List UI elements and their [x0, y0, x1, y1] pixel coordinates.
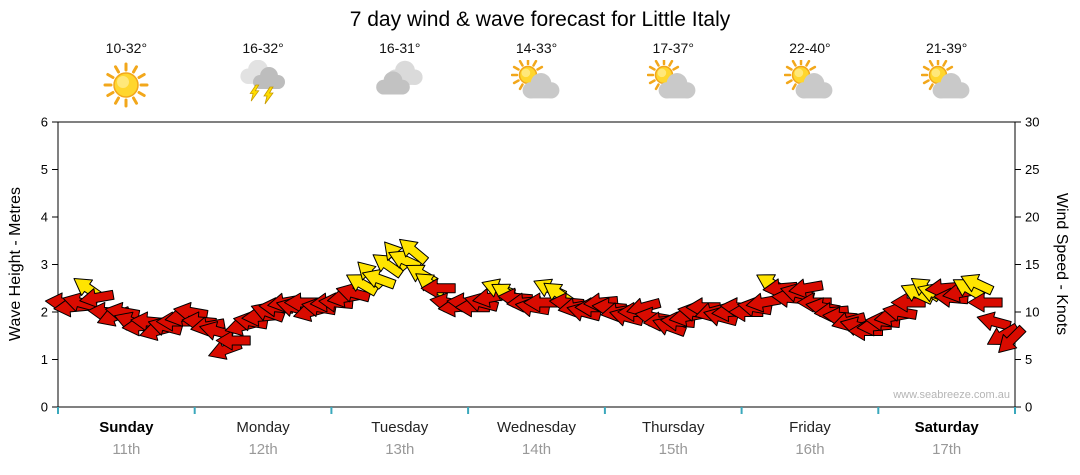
day-date: 16th	[795, 441, 825, 458]
day-name: Sunday	[99, 419, 154, 436]
wind-speed-tick-label: 25	[1025, 162, 1039, 177]
wave-height-axis-label: Wave Height - Metres	[7, 186, 24, 342]
wave-height-tick-label: 6	[41, 115, 48, 130]
day-header-col: 21-39°	[878, 40, 1015, 111]
wave-height-tick-label: 1	[41, 352, 48, 367]
partly-cloudy-icon	[510, 59, 563, 111]
wind-speed-tick-label: 20	[1025, 210, 1039, 225]
wind-arrow	[976, 311, 1012, 331]
day-header-col: 16-32°	[195, 40, 332, 111]
day-header-col: 22-40°	[742, 40, 879, 111]
day-header-col: 14-33°	[468, 40, 605, 111]
storm-icon	[237, 59, 289, 111]
day-label-col: Thursday 15th	[605, 419, 742, 458]
day-label-col: Wednesday 14th	[468, 419, 605, 458]
wind-arrow	[79, 288, 115, 308]
day-name: Friday	[789, 419, 831, 436]
wind-arrow	[284, 292, 319, 313]
wind-arrow	[788, 278, 824, 299]
wave-height-tick-label: 0	[41, 400, 48, 415]
day-name: Tuesday	[371, 419, 429, 436]
day-header-col: 10-32°	[58, 40, 195, 111]
day-temp-range: 22-40°	[789, 40, 831, 56]
wind-arrow	[420, 278, 456, 299]
wind-arrow	[882, 301, 918, 322]
wind-arrow	[998, 324, 1027, 354]
day-temp-range: 10-32°	[105, 40, 148, 56]
day-temp-range: 17-37°	[652, 40, 694, 56]
day-header-row: 10-32° 16-32° 16-31° 14-33° 17-37° 22-40° 21-3…	[58, 40, 1015, 111]
watermark: www.seabreeze.com.au	[893, 389, 1010, 401]
wind-arrow	[960, 273, 995, 296]
wave-height-tick-label: 3	[41, 257, 48, 272]
sunny-icon	[100, 59, 152, 111]
wave-height-tick-label: 2	[41, 305, 48, 320]
day-date: 11th	[112, 441, 141, 458]
wind-speed-axis-label: Wind Speed - Knots	[1053, 192, 1070, 336]
partly-cloudy-icon	[647, 59, 699, 111]
wind-speed-tick-label: 0	[1025, 400, 1032, 415]
day-label-col: Sunday 11th	[58, 419, 195, 458]
day-label-col: Tuesday 13th	[331, 419, 468, 458]
wind-speed-tick-label: 5	[1025, 352, 1032, 367]
wind-speed-tick-label: 10	[1025, 305, 1039, 320]
day-label-col: Monday 12th	[195, 419, 332, 458]
day-name: Monday	[236, 419, 290, 436]
day-temp-range: 14-33°	[515, 40, 558, 56]
wave-height-tick-label: 5	[41, 162, 48, 177]
plot-border	[57, 121, 1016, 408]
partly-cloudy-icon	[920, 59, 973, 111]
day-temp-range: 16-31°	[379, 40, 421, 56]
day-temp-range: 16-32°	[242, 40, 284, 56]
day-temp-range: 21-39°	[925, 40, 968, 56]
wave-height-tick-label: 4	[41, 210, 48, 225]
day-label-col: Friday 16th	[742, 419, 879, 458]
partly-cloudy-icon	[783, 59, 836, 111]
day-header-col: 17-37°	[605, 40, 742, 111]
wind-speed-tick-label: 30	[1025, 115, 1039, 130]
wind-speed-tick-label: 15	[1025, 257, 1039, 272]
day-date: 14th	[521, 441, 552, 458]
page-title: 7 day wind & wave forecast for Little It…	[349, 8, 731, 31]
day-header-col: 16-31°	[331, 40, 468, 111]
day-date: 17th	[932, 441, 962, 458]
wind-arrow	[399, 238, 430, 266]
day-name: Saturday	[914, 419, 979, 436]
day-name: Wednesday	[497, 419, 576, 436]
day-date: 12th	[248, 441, 278, 458]
wind-arrow	[361, 269, 397, 290]
day-date: 15th	[658, 441, 688, 458]
day-labels-row: Sunday 11th Monday 12th Tuesday 13th Wednesday…	[58, 419, 1015, 458]
cloudy-icon	[374, 59, 426, 111]
wind-arrow	[967, 292, 1003, 313]
day-name: Thursday	[641, 419, 705, 436]
day-label-col: Saturday 17th	[878, 419, 1015, 458]
day-date: 13th	[385, 441, 415, 458]
wind-arrow	[215, 330, 251, 351]
